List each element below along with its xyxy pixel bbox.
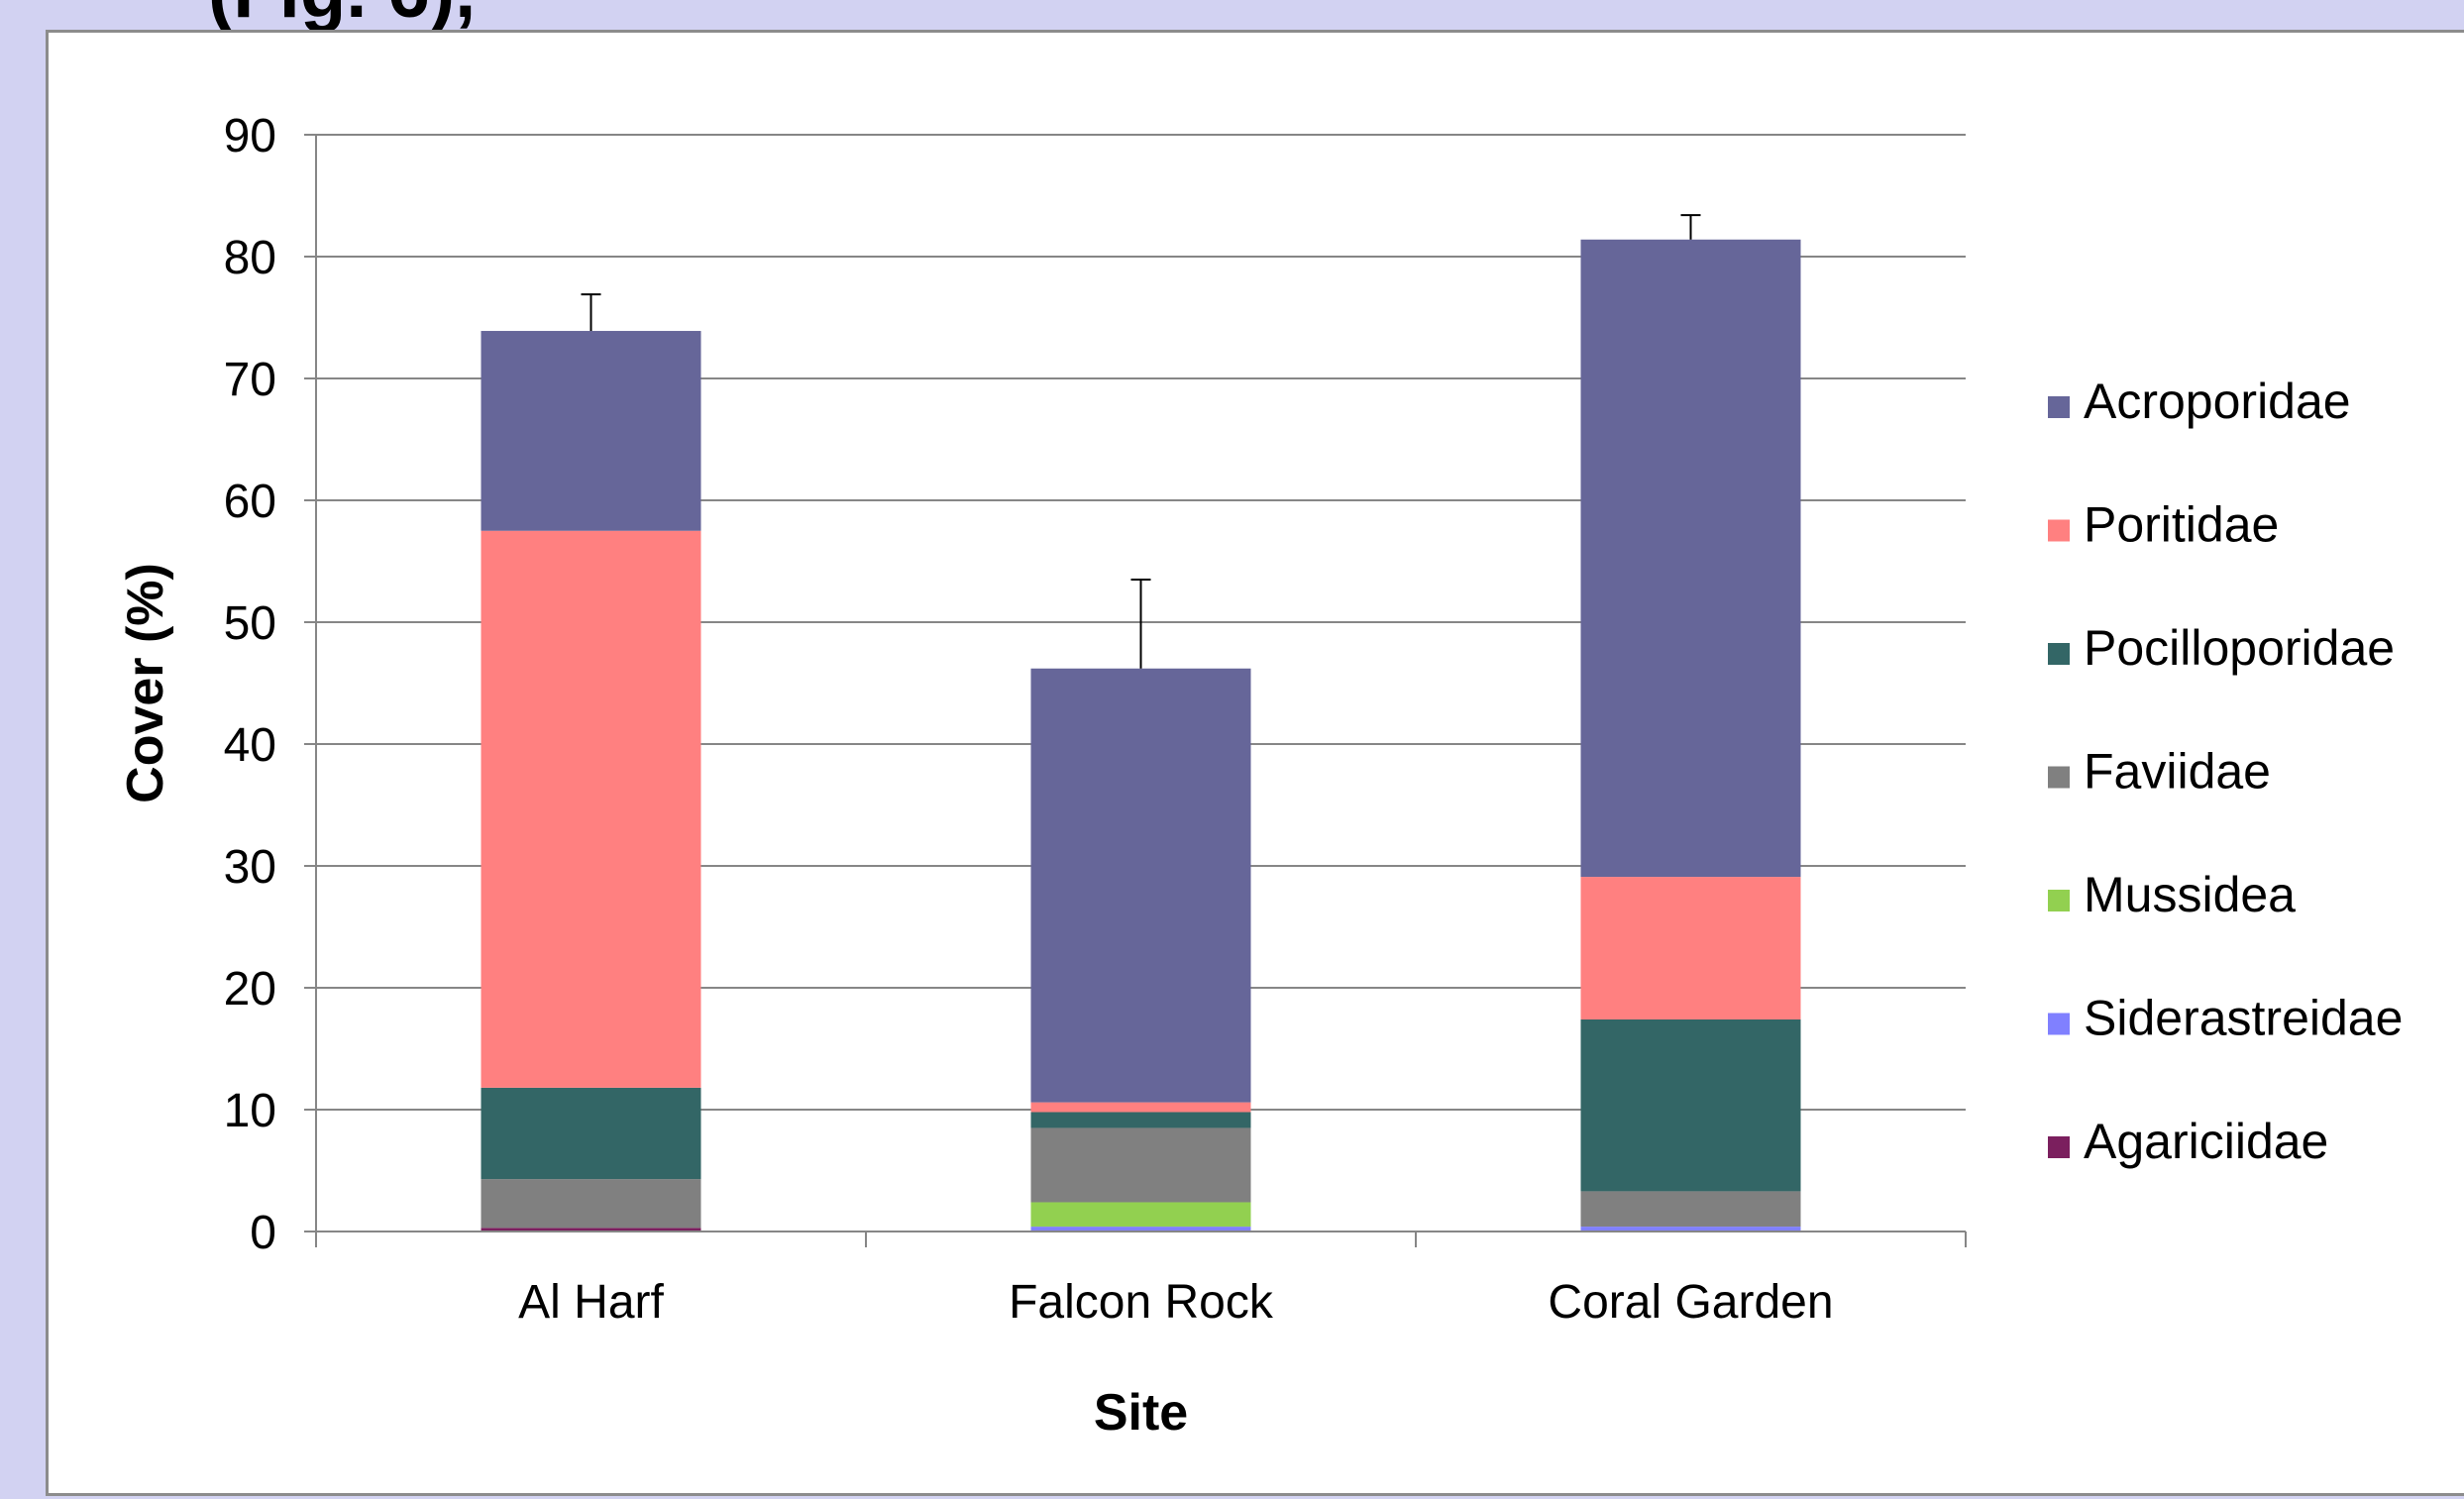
- y-tick-label: 70: [224, 354, 276, 406]
- legend-label: Agariciidae: [2084, 1114, 2328, 1169]
- legend-label: Faviidae: [2084, 744, 2271, 800]
- bar-segment-acroporidae: [481, 331, 701, 531]
- legend-swatch: [2048, 1013, 2070, 1035]
- legend: Acroporidae Poritidae Pocilloporidae Faviid…: [2048, 374, 2403, 1169]
- legend-swatch: [2048, 1136, 2070, 1158]
- bar-segment-siderastreidae: [1030, 1227, 1251, 1231]
- y-tick-label: 30: [224, 841, 276, 894]
- bar-segment-acroporidae: [1030, 668, 1251, 1103]
- x-axis-title: Site: [1094, 1384, 1188, 1442]
- legend-label: Mussidea: [2084, 867, 2296, 922]
- bar-segment-siderastreidae: [1580, 1227, 1801, 1231]
- bars: [481, 214, 1801, 1231]
- legend-swatch: [2048, 643, 2070, 665]
- legend-label: Acroporidae: [2084, 374, 2351, 429]
- legend-label: Siderastreidae: [2084, 991, 2403, 1046]
- x-tick-label: Falcon Rock: [1009, 1276, 1274, 1329]
- legend-swatch: [2048, 396, 2070, 418]
- bar-segment-faviidae: [1580, 1191, 1801, 1228]
- bar-segment-poritidae: [1030, 1102, 1251, 1113]
- stacked-bar-chart: 0 10 20 30 40 50 60 70 80 90 Al Harf Falcon Rock Cor…: [117, 110, 2403, 1442]
- bar-segment-pocilloporidae: [1580, 1018, 1801, 1192]
- y-tick-label: 80: [224, 232, 276, 284]
- bar-segment-faviidae: [1030, 1127, 1251, 1203]
- legend-swatch: [2048, 766, 2070, 789]
- y-tick-label: 20: [224, 963, 276, 1016]
- y-tick-label: 50: [224, 597, 276, 650]
- y-tick-label: 60: [224, 476, 276, 528]
- legend-label: Poritidae: [2084, 497, 2279, 553]
- bar-segment-mussidea: [1030, 1202, 1251, 1228]
- bar-segment-poritidae: [1580, 877, 1801, 1019]
- y-tick-label: 10: [224, 1085, 276, 1137]
- y-tick-label: 90: [224, 110, 276, 162]
- y-axis-title: Cover (%): [117, 563, 174, 803]
- axes: 0 10 20 30 40 50 60 70 80 90 Al Harf Falcon Rock Cor…: [224, 110, 1967, 1329]
- x-tick-label: Al Harf: [518, 1276, 664, 1329]
- x-tick-label: Coral Garden: [1548, 1276, 1833, 1329]
- legend-swatch: [2048, 519, 2070, 542]
- bar-segment-pocilloporidae: [481, 1087, 701, 1180]
- chart-frame: 0 10 20 30 40 50 60 70 80 90 Al Harf Falcon Rock Cor…: [46, 30, 2464, 1496]
- bar-segment-agariciidae: [481, 1228, 701, 1231]
- partial-heading-text: (Fig. 6),: [208, 0, 476, 35]
- legend-label: Pocilloporidae: [2084, 620, 2395, 676]
- y-tick-label: 40: [224, 719, 276, 772]
- bar-segment-acroporidae: [1580, 239, 1801, 878]
- bar-segment-pocilloporidae: [1030, 1112, 1251, 1128]
- bar-segment-poritidae: [481, 530, 701, 1088]
- legend-swatch: [2048, 890, 2070, 911]
- bar-segment-faviidae: [481, 1179, 701, 1229]
- y-tick-label: 0: [250, 1207, 276, 1259]
